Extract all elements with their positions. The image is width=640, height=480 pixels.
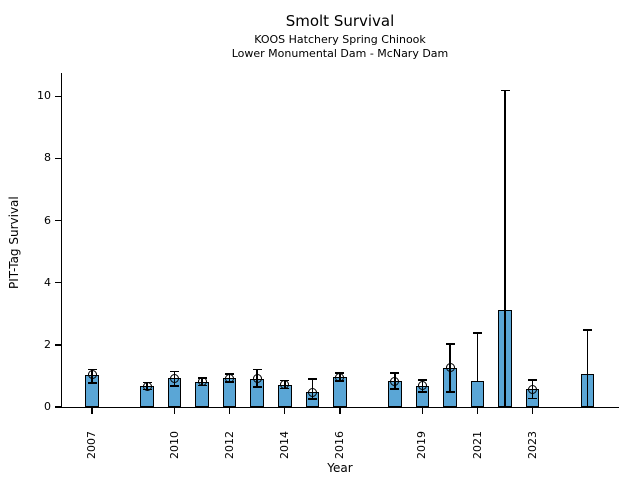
point-marker-2014: [280, 380, 290, 390]
x-tick-mark: [531, 408, 534, 415]
chart-subtitle-2: Lower Monumental Dam - McNary Dam: [231, 47, 449, 60]
x-tick-mark: [91, 408, 93, 415]
x-tick-label: 2012: [222, 431, 236, 459]
x-tick-label: 2014: [277, 431, 291, 459]
error-bar-2025: [586, 329, 589, 407]
point-marker-2009: [142, 381, 152, 391]
x-tick-mark: [229, 408, 231, 415]
point-marker-2023: [528, 384, 538, 394]
y-tick-label: 2: [44, 337, 51, 351]
x-tick-label: 2016: [332, 431, 346, 459]
x-tick-label: 2023: [525, 431, 539, 459]
error-cap-low-2013: [252, 386, 262, 388]
y-axis-spine: [61, 73, 63, 409]
error-cap-low-2019: [417, 391, 427, 393]
x-tick-mark: [421, 408, 424, 415]
point-marker-2016: [335, 372, 345, 382]
error-cap-low-2020: [445, 391, 455, 393]
x-tick-mark: [476, 408, 479, 415]
y-tick-mark: [55, 344, 61, 346]
error-cap-low-2010: [170, 385, 180, 387]
survival-bar-2021: [470, 381, 485, 407]
y-tick-label: 6: [44, 213, 51, 227]
point-marker-2012: [225, 373, 235, 383]
y-tick-label: 8: [44, 151, 51, 165]
point-marker-2020: [445, 363, 455, 373]
error-cap-low-2007: [87, 382, 97, 384]
error-cap-high-2025: [583, 329, 593, 331]
error-bar-2022: [504, 90, 506, 407]
error-cap-low-2015: [307, 398, 317, 400]
x-tick-mark: [173, 408, 176, 415]
error-cap-low-2023: [528, 397, 538, 400]
x-axis-spine: [61, 407, 619, 409]
x-tick-mark: [284, 408, 286, 415]
chart-title: Smolt Survival: [285, 12, 395, 30]
x-tick-mark: [339, 408, 341, 415]
error-cap-high-2010: [170, 370, 180, 373]
chart-subtitle-1: KOOS Hatchery Spring Chinook: [254, 33, 426, 46]
point-marker-2015: [307, 387, 317, 397]
point-marker-2018: [390, 376, 400, 386]
x-tick-label: 2021: [470, 431, 484, 459]
point-marker-2007: [87, 370, 97, 380]
error-cap-high-2023: [528, 379, 538, 381]
error-cap-high-2022: [500, 89, 510, 92]
y-tick-label: 10: [37, 89, 51, 103]
point-marker-2011: [197, 377, 207, 387]
error-cap-high-2007: [87, 368, 97, 371]
error-cap-low-2018: [390, 388, 400, 390]
y-tick-mark: [55, 95, 61, 97]
point-marker-2010: [170, 373, 180, 383]
x-axis-label: Year: [327, 461, 353, 475]
x-tick-label: 2010: [167, 431, 181, 459]
error-cap-high-2018: [390, 372, 400, 374]
error-cap-high-2021: [473, 332, 483, 334]
y-tick-mark: [55, 157, 61, 160]
y-tick-mark: [55, 282, 61, 284]
y-tick-label: 0: [44, 400, 51, 413]
x-tick-label: 2007: [85, 431, 98, 459]
y-tick-mark: [55, 406, 61, 408]
error-bar-2021: [476, 333, 479, 382]
y-axis-label: PIT-Tag Survival: [7, 196, 21, 290]
point-marker-2019: [417, 381, 427, 391]
point-marker-2013: [252, 374, 262, 384]
y-tick-mark: [55, 219, 61, 222]
x-tick-label: 2019: [415, 431, 429, 459]
y-tick-label: 4: [44, 275, 51, 289]
error-cap-high-2019: [417, 379, 427, 381]
error-cap-high-2015: [307, 378, 317, 380]
error-cap-high-2013: [252, 368, 262, 371]
error-cap-high-2020: [445, 343, 455, 345]
